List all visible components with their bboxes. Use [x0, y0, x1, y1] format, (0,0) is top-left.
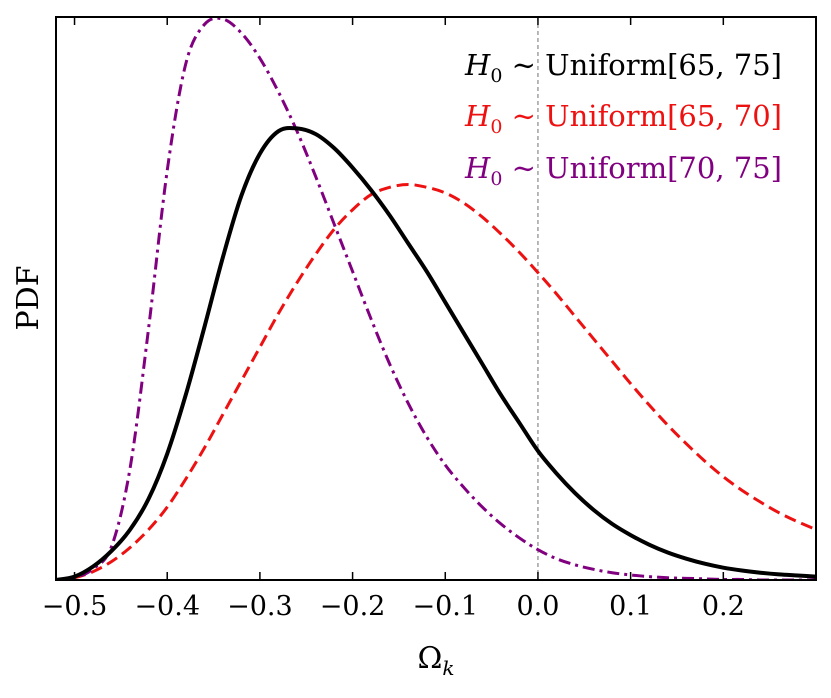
x-tick-label: −0.1 — [412, 591, 478, 622]
x-tick-label: 0.1 — [609, 591, 652, 622]
x-tick-label: −0.4 — [134, 591, 200, 622]
legend-0-sub: 0 — [490, 65, 502, 87]
x-tick-label: −0.5 — [42, 591, 108, 622]
plot-frame — [55, 16, 817, 581]
legend-1-var: H — [464, 99, 491, 133]
legend-0-rel: ∼ Uniform[65, 75] — [502, 48, 782, 82]
legend-1-rel: ∼ Uniform[65, 70] — [502, 99, 782, 133]
legend-2-var: H — [464, 151, 491, 185]
x-ticks: −0.5 −0.4 −0.3 −0.2 −0.1 0.0 0.1 0.2 — [42, 17, 745, 622]
series-line-2 — [56, 17, 816, 580]
legend-2-rel: ∼ Uniform[70, 75] — [502, 151, 782, 185]
x-tick-label: −0.2 — [320, 591, 386, 622]
series-line-1 — [56, 183, 816, 580]
legend-entry-1: H0 ∼ Uniform[65, 70] — [464, 99, 782, 138]
series-line-0 — [56, 125, 816, 580]
x-tick-label: 0.2 — [702, 591, 745, 622]
legend-entry-0: H0 ∼ Uniform[65, 75] — [464, 48, 782, 87]
x-axis-label: Ωk — [418, 641, 455, 680]
legend-2-sub: 0 — [490, 168, 502, 190]
legend-entry-2: H0 ∼ Uniform[70, 75] — [464, 151, 782, 190]
legend: H0 ∼ Uniform[65, 75] H0 ∼ Uniform[65, 70… — [464, 48, 782, 190]
x-tick-label: −0.3 — [227, 591, 293, 622]
x-axis-label-sub: k — [442, 656, 454, 680]
x-axis-label-main: Ω — [418, 641, 443, 676]
x-tick-label: 0.0 — [516, 591, 559, 622]
legend-0-var: H — [464, 48, 491, 82]
series-layer — [56, 17, 816, 580]
y-axis-label: PDF — [11, 265, 46, 330]
legend-1-sub: 0 — [490, 116, 502, 138]
